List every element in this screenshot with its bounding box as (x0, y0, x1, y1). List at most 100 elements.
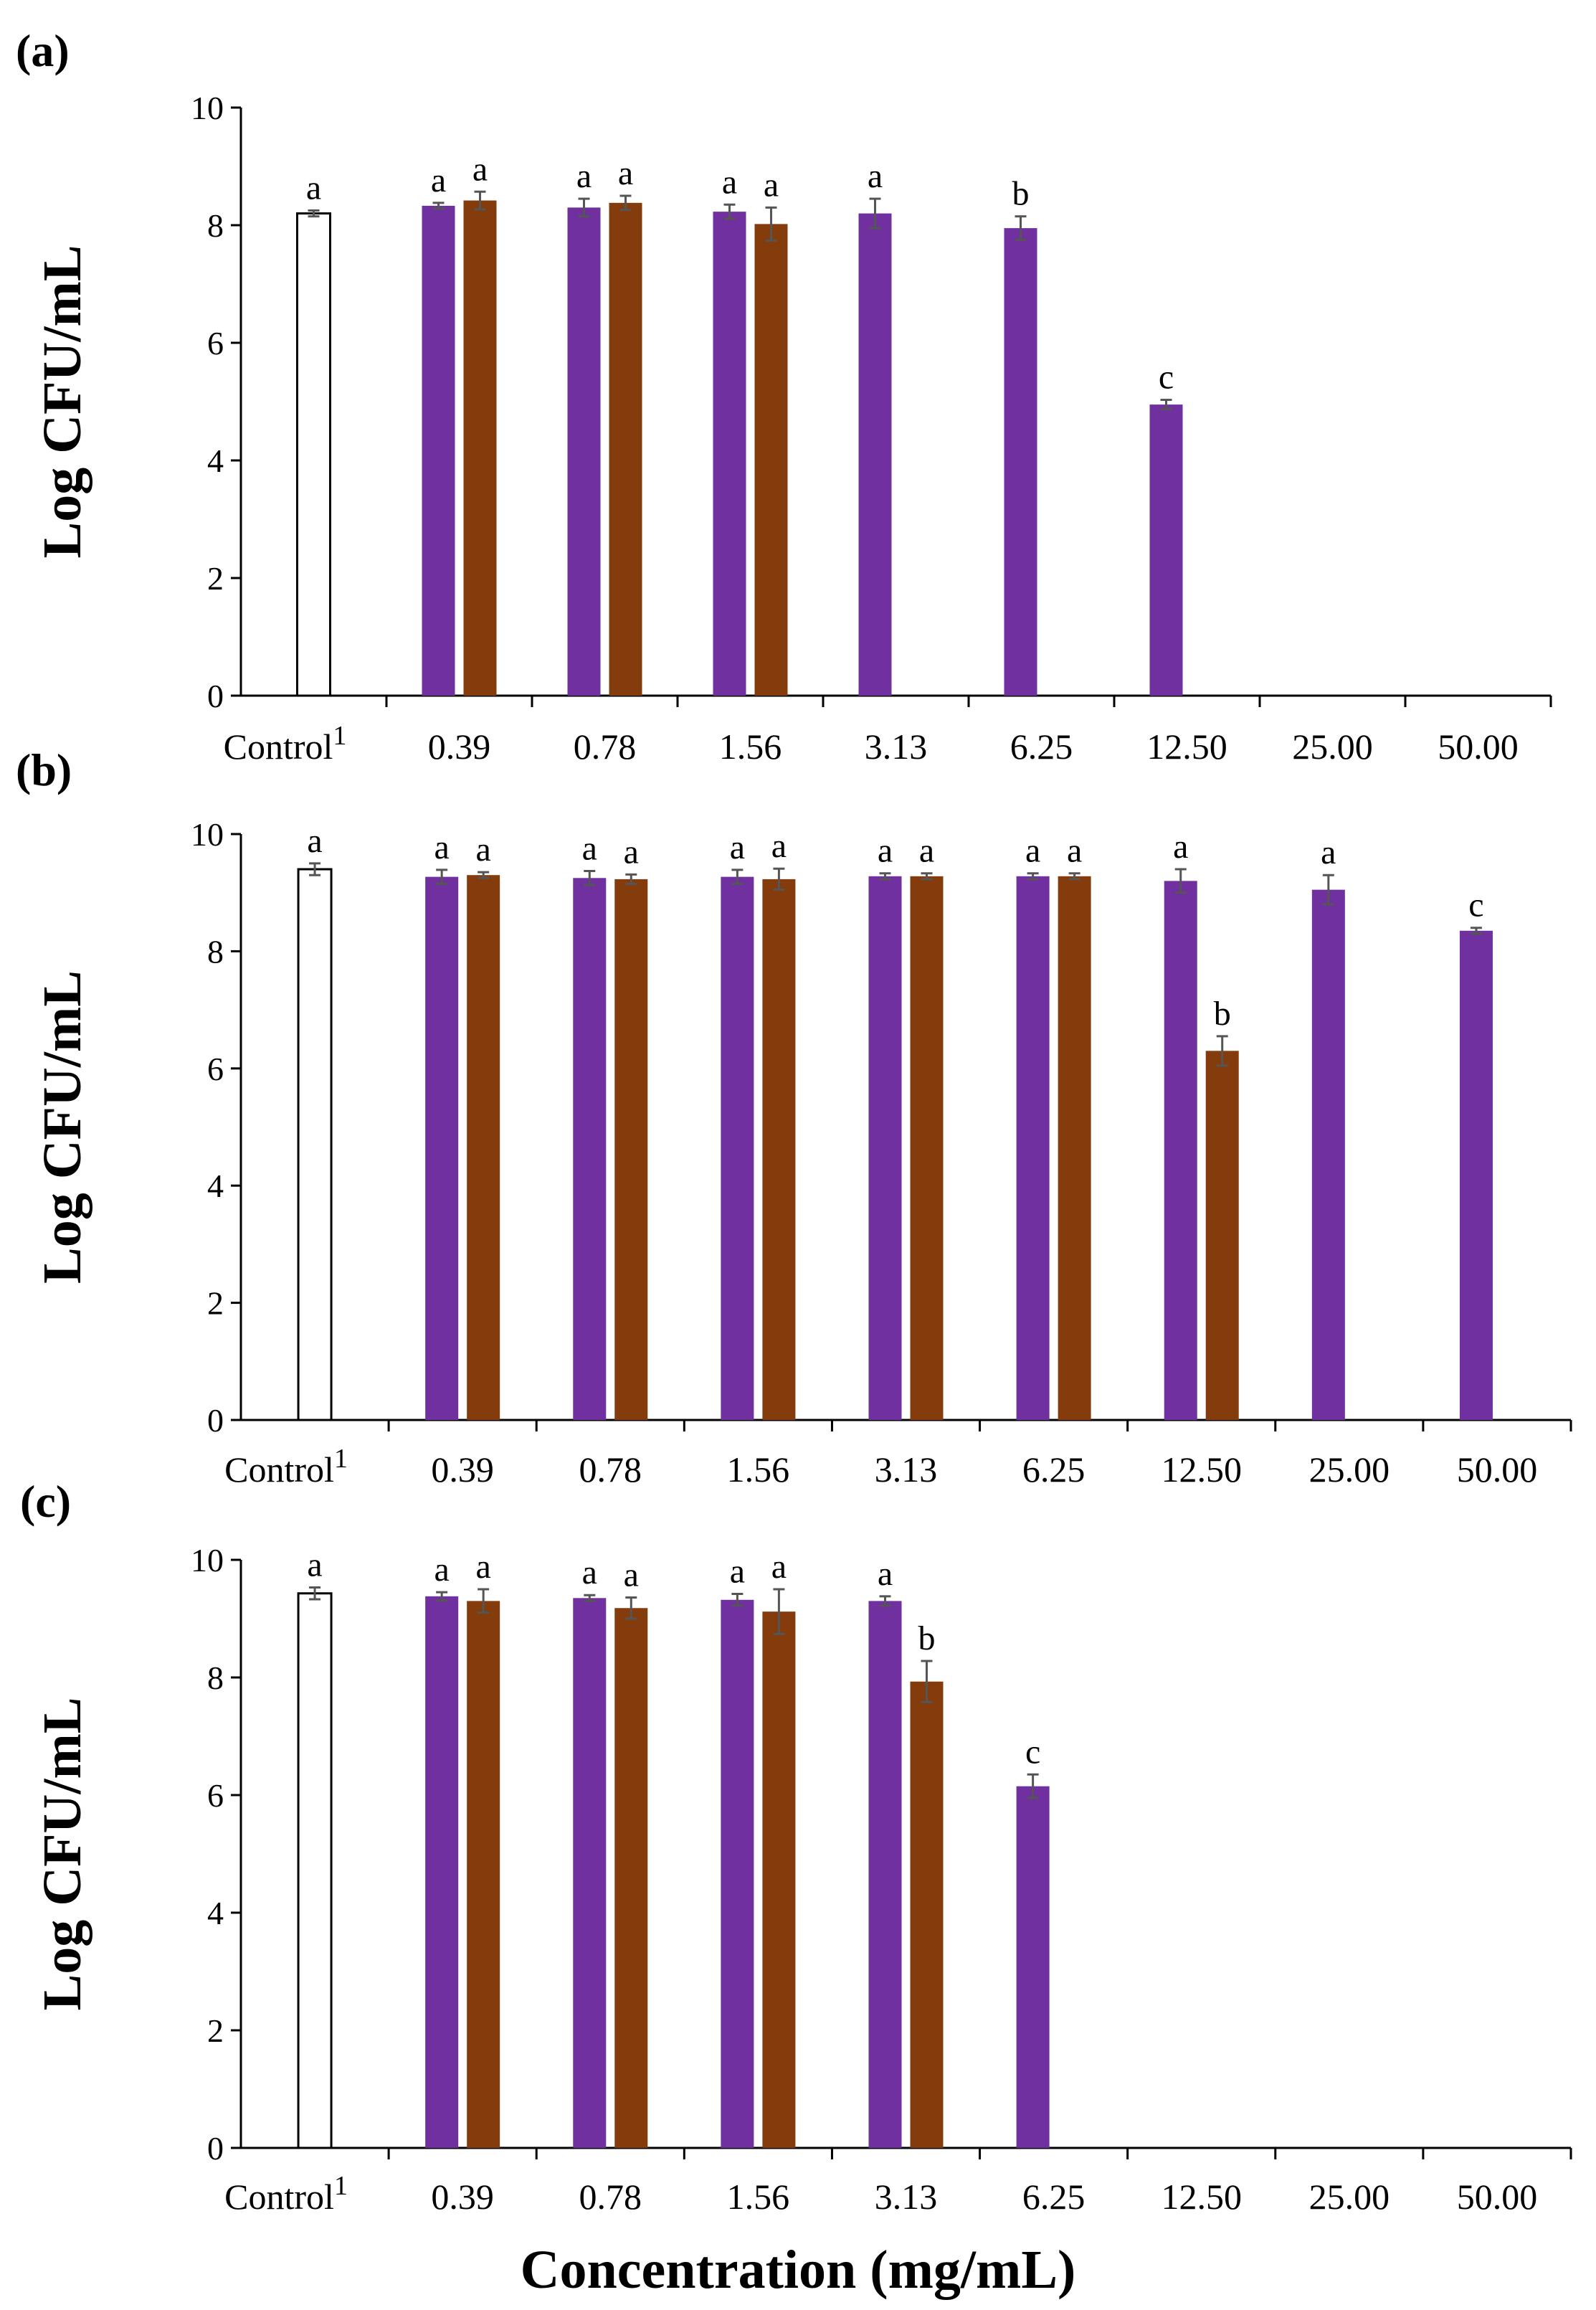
y-tick-label: 6 (207, 1051, 224, 1087)
y-tick-label: 0 (207, 1402, 224, 1439)
significance-letter: a (730, 828, 745, 866)
bar-series-2 (614, 1608, 647, 2148)
y-axis-title: Log CFU/mL (32, 1698, 92, 2011)
bar-series-2 (467, 1601, 500, 2148)
y-tick-label: 6 (207, 1777, 224, 1814)
bar-control (298, 1594, 331, 2148)
bar-series-1 (1150, 404, 1183, 696)
significance-letter: a (878, 832, 893, 870)
significance-letter: a (878, 1555, 893, 1593)
bar-series-1 (1017, 876, 1050, 1420)
bar-series-2 (762, 1611, 795, 2148)
bar-series-1 (573, 1598, 606, 2148)
significance-letter: a (472, 150, 488, 188)
panel-b: (b) Log CFU/mL 0 2 4 6 8 10 Control1 0.39 0.78 1.56… (16, 744, 1571, 1490)
bar-series-2 (911, 876, 944, 1420)
bar-series-2 (467, 875, 500, 1420)
significance-letter: a (1321, 833, 1336, 871)
x-tick-label: 12.50 (1146, 726, 1227, 767)
bar-series-2 (614, 879, 647, 1420)
x-tick-label: 50.00 (1457, 1449, 1538, 1490)
bar-series-2 (609, 203, 642, 696)
y-tick-label: 4 (207, 1895, 224, 1931)
x-tick-label: 0.39 (431, 1449, 494, 1490)
bar-series-1 (721, 1600, 754, 2148)
y-tick-label: 6 (207, 325, 224, 361)
x-tick-label: 25.00 (1309, 2177, 1390, 2217)
bar-series-2 (911, 1682, 944, 2148)
y-tick-label: 10 (191, 90, 224, 126)
x-tick-label: 0.78 (579, 2177, 642, 2217)
y-axis-title: Log CFU/mL (32, 245, 92, 559)
x-tick-label: 50.00 (1438, 726, 1519, 767)
x-axis-title: Concentration (mg/mL) (521, 2240, 1076, 2300)
bar-series-2 (1206, 1051, 1239, 1420)
y-tick-label: 8 (207, 207, 224, 244)
significance-letter: a (618, 154, 633, 192)
bar-series-1 (859, 214, 892, 696)
significance-letter: a (434, 1551, 450, 1589)
y-tick-label: 10 (191, 1542, 224, 1578)
bar-series-1 (869, 1601, 902, 2148)
bar-series-1 (425, 1596, 458, 2148)
significance-letter: a (764, 166, 779, 204)
x-tick-label: 6.25 (1022, 1449, 1086, 1490)
significance-letter: a (722, 163, 737, 201)
significance-letter: a (306, 169, 321, 207)
y-tick-label: 0 (207, 2130, 224, 2167)
y-tick-label: 8 (207, 933, 224, 970)
bar-series-1 (1312, 890, 1345, 1420)
y-tick-label: 8 (207, 1660, 224, 1696)
x-tick-label: Control1 (224, 2171, 348, 2217)
significance-letter: a (624, 1556, 639, 1594)
y-tick-label: 0 (207, 678, 224, 714)
y-tick-label: 2 (207, 2012, 224, 2049)
significance-letter: a (624, 833, 639, 871)
bar-series-1 (425, 877, 458, 1420)
bar-series-2 (762, 879, 795, 1420)
x-tick-label: 6.25 (1022, 2177, 1086, 2217)
significance-letter: a (582, 1553, 597, 1591)
y-tick-label: 2 (207, 1285, 224, 1322)
significance-letter: a (307, 822, 322, 860)
x-tick-label: 1.56 (719, 726, 782, 767)
significance-letter: c (1468, 886, 1483, 924)
bar-series-1 (422, 206, 455, 696)
significance-letter: a (576, 157, 592, 195)
x-tick-label: 0.78 (574, 726, 637, 767)
significance-letter: a (476, 830, 491, 868)
panel-a: (a) Log CFU/mL 0 2 4 6 8 10 Control1 0.39 0.78 1.56… (16, 25, 1551, 767)
significance-letter: a (771, 827, 787, 865)
x-tick-label: 3.13 (875, 2177, 938, 2217)
x-tick-label: 1.56 (727, 2177, 790, 2217)
panel-c: (c) Log CFU/mL 0 2 4 6 8 10 Control1 0.39 0.78 1.56… (20, 1476, 1571, 2217)
x-tick-label: Control1 (224, 1444, 348, 1490)
significance-letter: c (1159, 359, 1174, 397)
bar-control (298, 869, 331, 1420)
x-tick-label: 0.78 (579, 1449, 642, 1490)
panel-label: (b) (16, 744, 72, 795)
significance-letter: a (1173, 828, 1188, 866)
significance-letter: b (1012, 175, 1030, 213)
x-tick-label: 25.00 (1309, 1449, 1390, 1490)
panel-label: (a) (16, 25, 70, 76)
bar-series-1 (1004, 228, 1037, 696)
bar-control (298, 214, 331, 696)
bar-series-1 (869, 876, 902, 1420)
significance-letter: a (919, 832, 934, 870)
x-tick-label: 12.50 (1161, 1449, 1242, 1490)
bar-series-2 (1058, 876, 1091, 1420)
significance-letter: a (771, 1548, 787, 1586)
x-tick-label: 1.56 (727, 1449, 790, 1490)
significance-letter: a (582, 829, 597, 867)
significance-letter: c (1025, 1733, 1040, 1771)
significance-letter: a (431, 161, 446, 199)
y-axis-title: Log CFU/mL (32, 970, 92, 1284)
panel-label: (c) (20, 1476, 71, 1527)
significance-letter: a (868, 157, 883, 195)
y-tick-label: 4 (207, 442, 224, 479)
x-tick-label: 3.13 (865, 726, 928, 767)
bar-series-1 (1460, 931, 1493, 1420)
bar-series-1 (1017, 1786, 1050, 2148)
x-tick-label: Control1 (224, 721, 347, 767)
